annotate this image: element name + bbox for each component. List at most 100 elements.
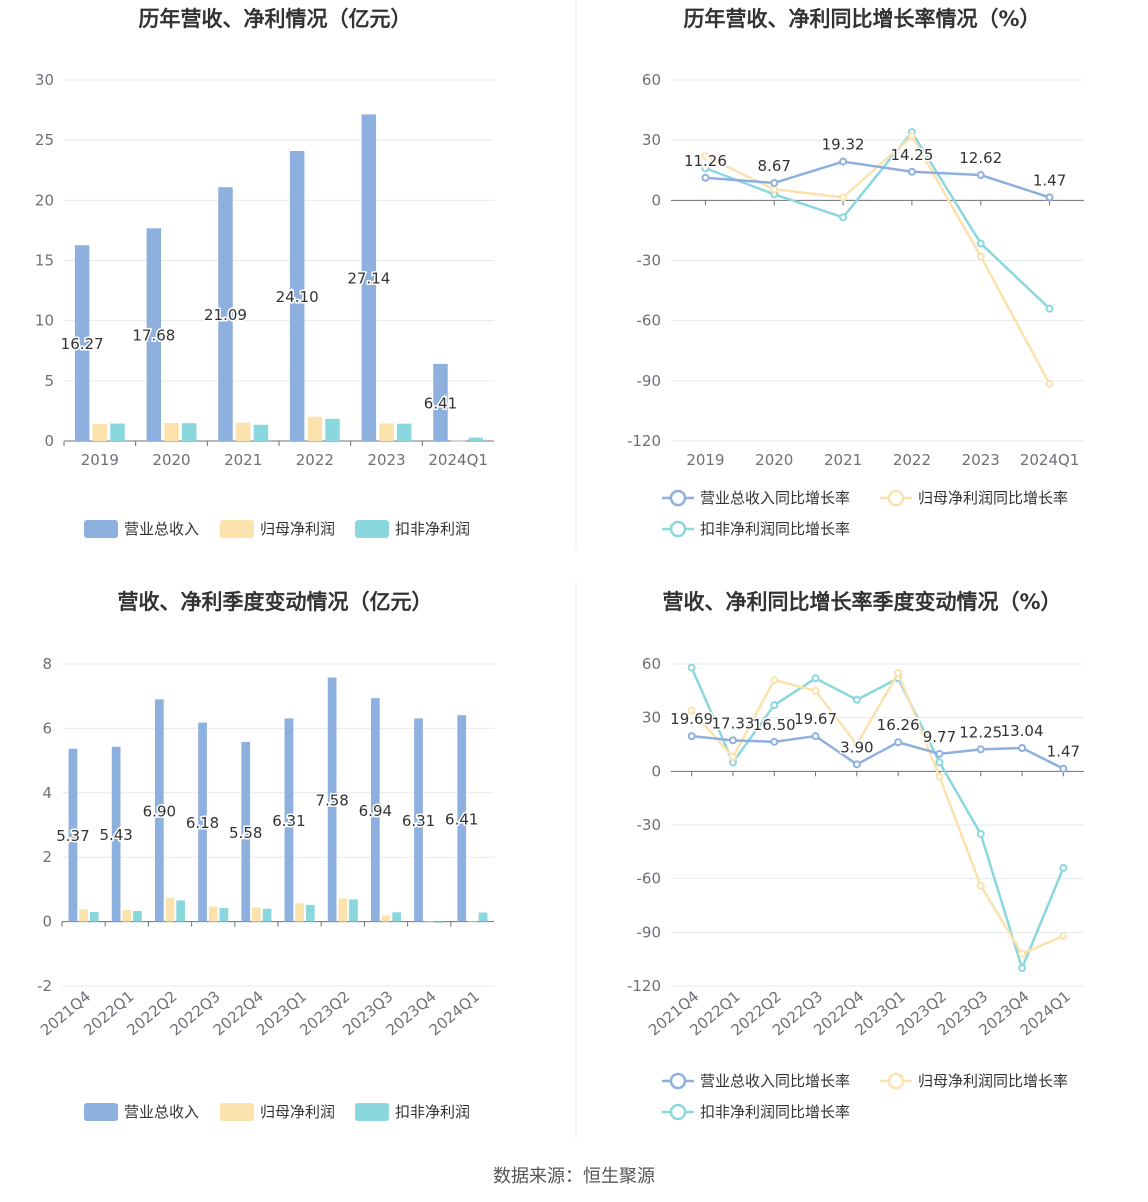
y-tick-label: -2 [37, 977, 52, 995]
y-tick-label: 30 [642, 709, 661, 727]
bar-data-label: 6.31 [272, 812, 305, 830]
line-point [935, 758, 944, 767]
legend-swatch [355, 1103, 389, 1121]
bar-data-label: 16.27 [61, 335, 104, 353]
legend-marker [887, 489, 905, 507]
line-point [701, 164, 710, 173]
legend-item-3[interactable]: 扣非净利润同比增长率 [662, 1103, 850, 1121]
line-point [976, 252, 985, 261]
y-tick-label: -60 [637, 312, 662, 330]
line-point [976, 171, 985, 180]
line-data-label: 17.33 [711, 714, 754, 732]
legend-item-3[interactable]: 扣非净利润同比增长率 [662, 520, 850, 538]
y-tick-label: -30 [637, 252, 662, 270]
legend-label: 扣非净利润 [395, 1103, 470, 1121]
line-data-label: 13.04 [1001, 722, 1044, 740]
x-tick-label: 2024Q1 [1020, 451, 1080, 469]
line-point [1018, 949, 1027, 958]
line-point [687, 706, 696, 715]
bar-data-label: 6.18 [186, 814, 219, 832]
y-tick-label: 0 [651, 191, 661, 209]
bar-1 [146, 228, 162, 441]
line-point [770, 676, 779, 685]
line-point [839, 213, 848, 222]
line-point [770, 185, 779, 194]
line-point [894, 738, 903, 747]
line-point [811, 732, 820, 741]
bar-3 [305, 904, 315, 922]
legend-swatch [84, 1103, 118, 1121]
bar-data-label: 5.37 [56, 827, 89, 845]
line-point [1045, 193, 1054, 202]
bar-2 [338, 898, 348, 922]
bar-3 [392, 912, 402, 922]
bar-data-label: 7.58 [315, 792, 348, 810]
legend-item-2[interactable]: 归母净利润同比增长率 [880, 1072, 1068, 1090]
line-point [907, 132, 916, 141]
bar-2 [424, 921, 434, 923]
bar-3 [262, 908, 272, 922]
y-tick-label: 0 [651, 762, 661, 780]
line-point [976, 829, 985, 838]
bar-3 [110, 423, 125, 441]
x-tick-label: 2020 [152, 451, 190, 469]
line-point [1045, 379, 1054, 388]
legend-label: 扣非净利润同比增长率 [700, 520, 850, 538]
line-point [811, 674, 820, 683]
data-source-label: 数据来源：恒生聚源 [493, 1166, 655, 1187]
y-tick-label: -90 [637, 372, 662, 390]
bar-3 [176, 900, 186, 922]
line-point [1059, 931, 1068, 940]
bar-3 [253, 424, 269, 441]
bar-1 [218, 187, 233, 441]
line-point [839, 157, 848, 166]
y-tick-label: -90 [637, 923, 662, 941]
bar-1 [68, 748, 78, 922]
bar-1 [74, 245, 90, 441]
legend-label: 营业总收入 [124, 520, 199, 538]
legend-item-3[interactable]: 扣非净利润 [355, 1103, 470, 1121]
bar-data-label: 6.31 [402, 812, 435, 830]
legend-label: 归母净利润 [260, 520, 335, 538]
line-point [894, 668, 903, 677]
legend-item-2[interactable]: 归母净利润同比增长率 [880, 489, 1068, 507]
legend-item-1[interactable]: 营业总收入 [84, 520, 199, 538]
line-point [935, 772, 944, 781]
line-point [839, 193, 848, 202]
bar-2 [468, 920, 477, 922]
y-tick-label: -120 [627, 977, 661, 995]
legend-item-1[interactable]: 营业总收入同比增长率 [662, 1072, 850, 1090]
bar-data-label: 27.14 [347, 270, 390, 288]
line-data-label: 11.26 [684, 152, 727, 170]
x-tick-label: 2019 [81, 451, 119, 469]
line-data-label: 12.62 [959, 149, 1002, 167]
y-tick-label: 5 [44, 372, 54, 390]
legend-item-2[interactable]: 归母净利润 [220, 1103, 335, 1121]
bar-data-label: 21.09 [204, 306, 247, 324]
bar-1 [327, 677, 337, 922]
line-point [811, 686, 820, 695]
bar-2 [307, 416, 323, 441]
legend-item-3[interactable]: 扣非净利润 [355, 520, 470, 538]
line-point [935, 749, 944, 758]
bar-1 [154, 699, 164, 922]
bar-2 [165, 898, 175, 922]
bar-3 [396, 423, 412, 441]
y-tick-label: 60 [642, 655, 661, 673]
legend-label: 营业总收入同比增长率 [700, 489, 850, 507]
legend-item-2[interactable]: 归母净利润 [220, 520, 335, 538]
x-tick-label: 2021 [824, 451, 862, 469]
line-point [852, 740, 861, 749]
y-tick-label: 60 [642, 71, 661, 89]
line-point [907, 167, 916, 176]
chart-title: 历年营收、净利同比增长率情况（%） [683, 7, 1040, 31]
bar-2 [92, 423, 108, 441]
y-tick-label: 15 [35, 252, 54, 270]
line-data-label: 9.77 [923, 728, 956, 746]
line-point [976, 881, 985, 890]
legend-item-1[interactable]: 营业总收入 [84, 1103, 199, 1121]
legend-item-1[interactable]: 营业总收入同比增长率 [662, 489, 850, 507]
bar-1 [241, 741, 251, 922]
bar-2 [381, 915, 391, 922]
chart-panel-1: 历年营收、净利情况（亿元） 0 5 10 15 20 25 30 2019 2020 2021 202… [35, 7, 494, 538]
